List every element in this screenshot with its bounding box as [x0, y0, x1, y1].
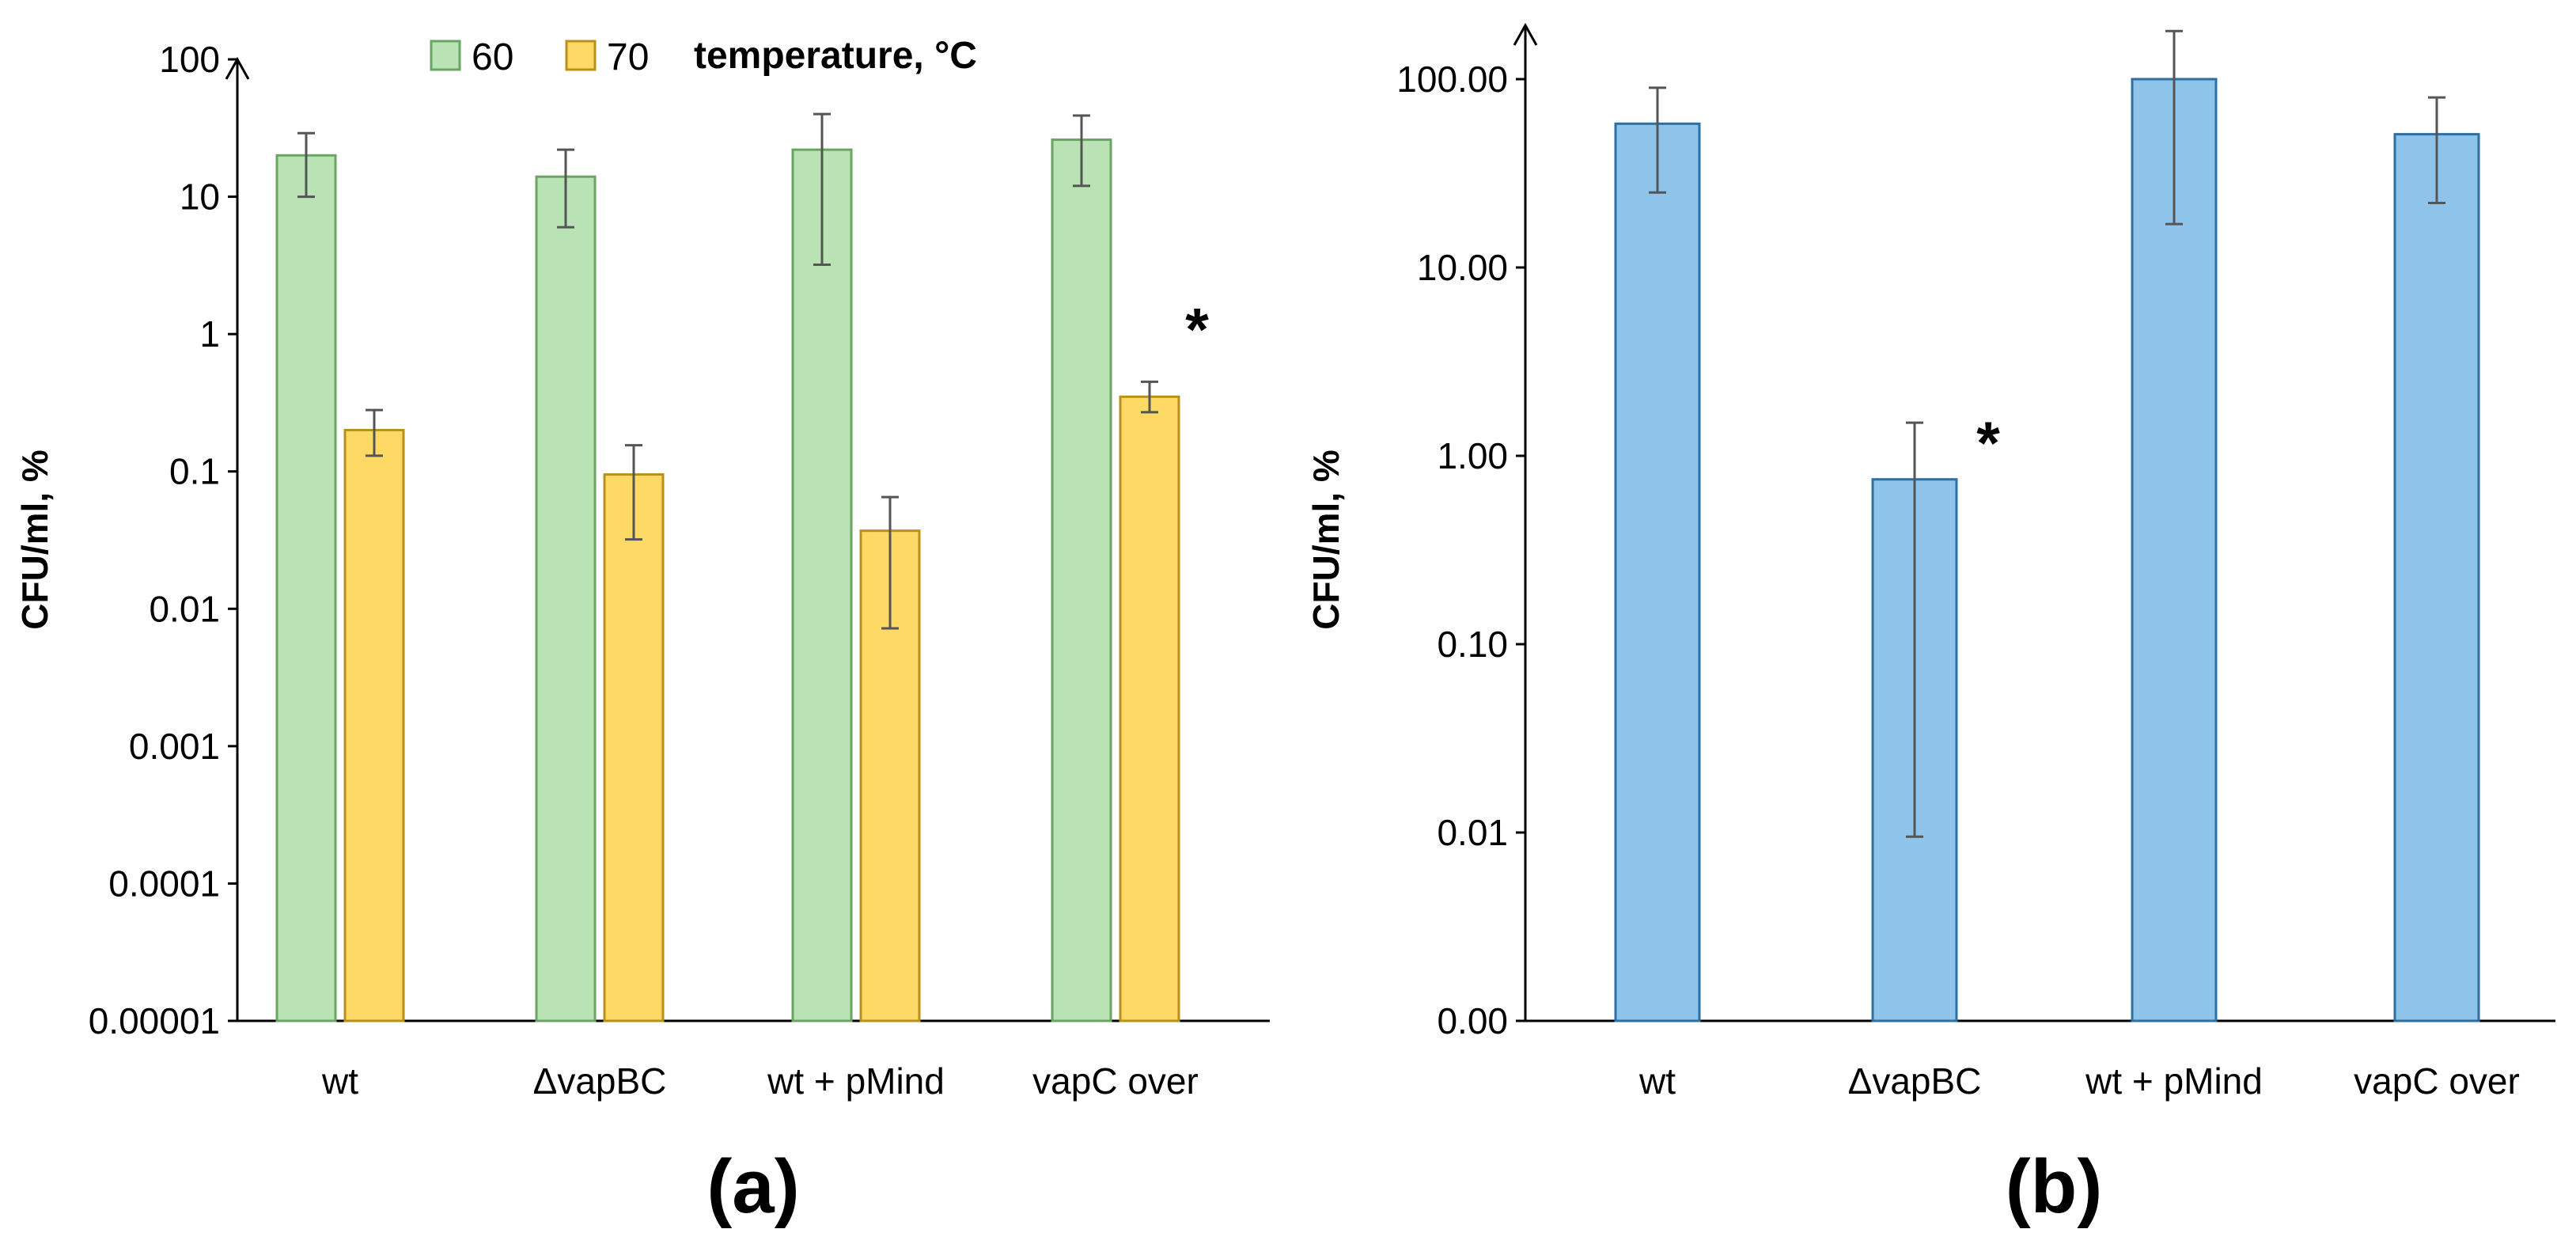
category-label: vapC over [1032, 1060, 1199, 1102]
bar-3 [2393, 133, 2480, 1022]
category-label: ΔvapBC [533, 1060, 667, 1102]
y-tick-label: 0.01 [149, 588, 220, 629]
panel-label-a: (a) [707, 1144, 799, 1229]
bar-60-2 [791, 148, 853, 1022]
panel-label-b: (b) [2006, 1144, 2103, 1229]
chart-a-y-axis-label: CFU/ml, % [14, 450, 55, 629]
legend-label-60: 60 [472, 36, 513, 78]
chart-b-error-bars [1649, 29, 2445, 838]
bar-60-0 [275, 154, 337, 1022]
y-tick-label: 0.00001 [89, 1000, 220, 1041]
legend-swatch-70 [565, 40, 597, 71]
y-tick-label: 10 [180, 176, 220, 218]
category-label: vapC over [2354, 1060, 2520, 1102]
category-label: wt [321, 1060, 358, 1102]
chart-a-legend: 60 70 temperature, °C [430, 35, 977, 78]
y-tick-label: 0.10 [1437, 624, 1508, 665]
chart-b-y-axis-arrow-icon [1513, 22, 1538, 46]
chart-a: 100 10 1 0.1 0.01 0.001 0.0001 0.00001 wt ΔvapBC… [14, 35, 1270, 1229]
y-tick-label: 0.1 [169, 451, 220, 492]
chart-a-category-labels: wt ΔvapBC wt + pMind vapC over [321, 1060, 1199, 1102]
y-tick-label: 0.00 [1437, 1000, 1508, 1041]
significance-star-b: * [1976, 410, 2000, 477]
y-tick-label: 1.00 [1437, 435, 1508, 476]
y-tick-label: 0.001 [129, 726, 220, 767]
chart-b-category-labels: wt ΔvapBC wt + pMind vapC over [1638, 1060, 2520, 1102]
legend-swatch-60 [430, 40, 461, 71]
legend-title: temperature, °C [694, 35, 977, 77]
bar-0 [1614, 122, 1701, 1022]
bar-70-3 [1119, 395, 1180, 1022]
y-tick-label: 100.00 [1396, 59, 1508, 100]
chart-a-error-bars [297, 112, 1158, 630]
chart-b: 100.00 10.00 1.00 0.10 0.01 0.00 wt ΔvapBC wt +… [1305, 22, 2555, 1229]
bar-70-0 [343, 428, 405, 1022]
legend-label-70: 70 [607, 36, 649, 78]
category-label: wt + pMind [2085, 1060, 2263, 1102]
chart-a-ticks: 100 10 1 0.1 0.01 0.001 0.0001 0.00001 [89, 39, 237, 1041]
y-tick-label: 1 [199, 313, 220, 355]
chart-b-y-axis-label: CFU/ml, % [1305, 450, 1347, 629]
category-label: wt + pMind [767, 1060, 945, 1102]
chart-b-ticks: 100.00 10.00 1.00 0.10 0.01 0.00 [1396, 59, 1525, 1041]
y-tick-label: 100 [159, 39, 220, 80]
chart-b-bars [1614, 78, 2480, 1022]
bar-60-3 [1051, 138, 1112, 1022]
bar-70-1 [603, 473, 665, 1022]
bar-2 [2131, 78, 2218, 1022]
chart-a-bars [275, 138, 1180, 1022]
category-label: ΔvapBC [1848, 1060, 1982, 1102]
bar-60-1 [535, 175, 597, 1022]
y-tick-label: 0.01 [1437, 812, 1508, 853]
y-tick-label: 0.0001 [108, 863, 220, 904]
y-tick-label: 10.00 [1417, 247, 1508, 288]
significance-star-a: * [1185, 296, 1209, 363]
category-label: wt [1638, 1060, 1676, 1102]
